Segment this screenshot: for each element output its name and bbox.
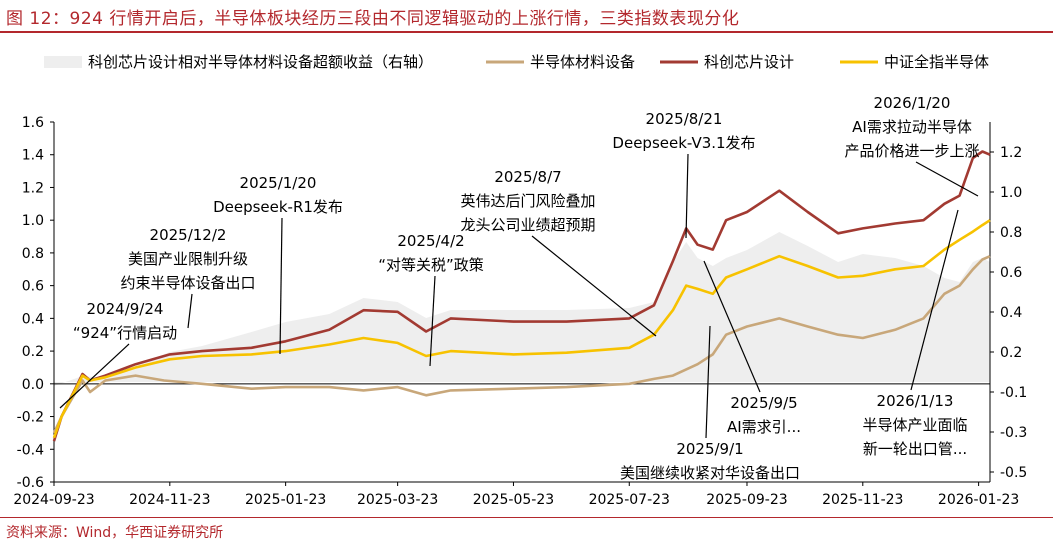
y-tick-label-left: 0.6	[22, 279, 44, 295]
legend-label: 中证全指半导体	[884, 53, 989, 71]
x-tick-label: 2025-07-23	[589, 492, 670, 508]
annotation-text: 2025/9/1	[676, 440, 743, 458]
annotation-text: 2025/12/2	[150, 226, 227, 244]
y-tick-label-right: 0.8	[1000, 225, 1022, 241]
annotation-text: “924”行情启动	[73, 324, 177, 342]
x-tick-label: 2026-01-23	[938, 492, 1019, 508]
annotation-text: 2025/1/20	[240, 174, 317, 192]
annotation-text: 2025/9/5	[730, 394, 797, 412]
annotation-8: 2025/9/1 美国继续收紧对华设备出口	[620, 325, 800, 482]
legend-item-1: 半导体材料设备	[486, 53, 635, 71]
annotation-text: 2024/9/24	[87, 300, 164, 318]
legend-item-3: 中证全指半导体	[840, 53, 989, 71]
y-tick-label-left: 0.8	[22, 246, 44, 262]
annotation-text: “对等关税”政策	[378, 256, 484, 274]
annotation-3: 2025/4/2 “对等关税”政策	[378, 232, 484, 367]
y-tick-label-left: 1.4	[22, 148, 44, 164]
series-line-0	[52, 255, 991, 434]
legend-item-0: 科创芯片设计相对半导体材料设备超额收益（右轴）	[44, 53, 433, 71]
x-tick-label: 2024-09-23	[13, 492, 94, 508]
x-tick-label: 2025-01-23	[245, 492, 326, 508]
legend-label: 科创芯片设计	[704, 53, 794, 71]
x-tick-label: 2025-03-23	[357, 492, 438, 508]
y-tick-label-left: 1.6	[22, 115, 44, 131]
annotation-text: 半导体产业面临	[862, 416, 967, 434]
series-line-2	[52, 219, 991, 439]
annotation-7: 2025/9/5 AI需求引...	[703, 260, 801, 436]
annotation-text: 2026/1/20	[874, 94, 951, 112]
y-tick-label-left: 1.0	[22, 213, 44, 229]
annotation-text: 2025/4/2	[397, 232, 464, 250]
annotation-leader	[531, 235, 657, 337]
annotation-leader	[915, 161, 979, 197]
annotation-9: 2026/1/13 半导体产业面临新一轮出口管...	[862, 209, 968, 458]
x-tick-label: 2025-09-23	[706, 492, 787, 508]
y-tick-label-left: -0.6	[17, 475, 44, 491]
y-tick-label-right: 1.0	[1000, 185, 1022, 201]
y-tick-label-right: -0.5	[1000, 465, 1027, 481]
annotation-text: 美国产业限制升级	[128, 250, 248, 268]
source-note: 资料来源：Wind，华西证券研究所	[6, 525, 224, 541]
y-tick-label-right: 1.2	[1000, 145, 1022, 161]
x-tick-label: 2025-05-23	[473, 492, 554, 508]
annotation-text: Deepseek-V3.1发布	[612, 134, 755, 152]
legend-label: 半导体材料设备	[530, 53, 635, 71]
annotation-text: 美国继续收紧对华设备出口	[620, 464, 800, 482]
y-tick-label-left: 0.2	[22, 344, 44, 360]
annotation-leader	[59, 343, 130, 409]
annotation-leader	[705, 325, 711, 439]
y-tick-label-left: -0.4	[17, 442, 44, 458]
annotation-leader	[685, 153, 689, 239]
series-line-1	[52, 150, 991, 442]
annotation-text: 产品价格进一步上涨	[844, 142, 979, 160]
annotation-leader	[703, 260, 761, 393]
annotation-text: 2025/8/7	[494, 168, 561, 186]
annotation-text: AI需求引...	[727, 418, 801, 436]
y-tick-label-left: 0.0	[22, 377, 44, 393]
legend-item-2: 科创芯片设计	[660, 53, 794, 71]
y-tick-label-left: 0.4	[22, 311, 44, 327]
y-tick-label-right: -0.1	[1000, 385, 1027, 401]
annotation-0: 2024/9/24 “924”行情启动	[59, 300, 177, 409]
y-tick-label-right: -0.3	[1000, 425, 1027, 441]
x-tick-label: 2024-11-23	[129, 492, 210, 508]
x-tick-label: 2025-11-23	[822, 492, 903, 508]
annotation-text: 新一轮出口管...	[863, 440, 967, 458]
title-divider	[0, 31, 1053, 33]
y-tick-label-right: 0.2	[1000, 345, 1022, 361]
annotation-2: 2025/1/20 Deepseek-R1发布	[213, 174, 343, 355]
annotation-leader	[429, 275, 436, 367]
annotation-text: 2026/1/13	[877, 392, 954, 410]
y-tick-label-left: 1.2	[22, 180, 44, 196]
y-tick-label-right: 0.6	[1000, 265, 1022, 281]
chart-title: 图 12：924 行情开启后，半导体板块经历三段由不同逻辑驱动的上涨行情，三类指…	[6, 9, 740, 29]
source-divider	[0, 517, 1053, 518]
y-tick-label-left: -0.2	[17, 410, 44, 426]
annotation-leader	[187, 293, 193, 329]
chart-svg: 科创芯片设计相对半导体材料设备超额收益（右轴） 半导体材料设备 科创芯片设计 中证全指…	[13, 53, 1027, 508]
legend-label: 科创芯片设计相对半导体材料设备超额收益（右轴）	[88, 53, 433, 71]
annotation-leader	[279, 217, 283, 355]
annotation-text: 龙头公司业绩超预期	[460, 216, 595, 234]
annotation-leader	[910, 209, 959, 391]
legend-swatch	[44, 56, 82, 68]
annotation-text: 2025/8/21	[646, 110, 723, 128]
annotation-text: 约束半导体设备出口	[120, 274, 255, 292]
annotation-text: Deepseek-R1发布	[213, 198, 343, 216]
excess-return-area	[54, 232, 990, 386]
annotation-5: 2025/8/21 Deepseek-V3.1发布	[612, 110, 756, 239]
y-tick-label-right: 0.4	[1000, 305, 1022, 321]
annotation-text: 英伟达后门风险叠加	[460, 192, 595, 210]
annotation-text: AI需求拉动半导体	[852, 118, 972, 136]
